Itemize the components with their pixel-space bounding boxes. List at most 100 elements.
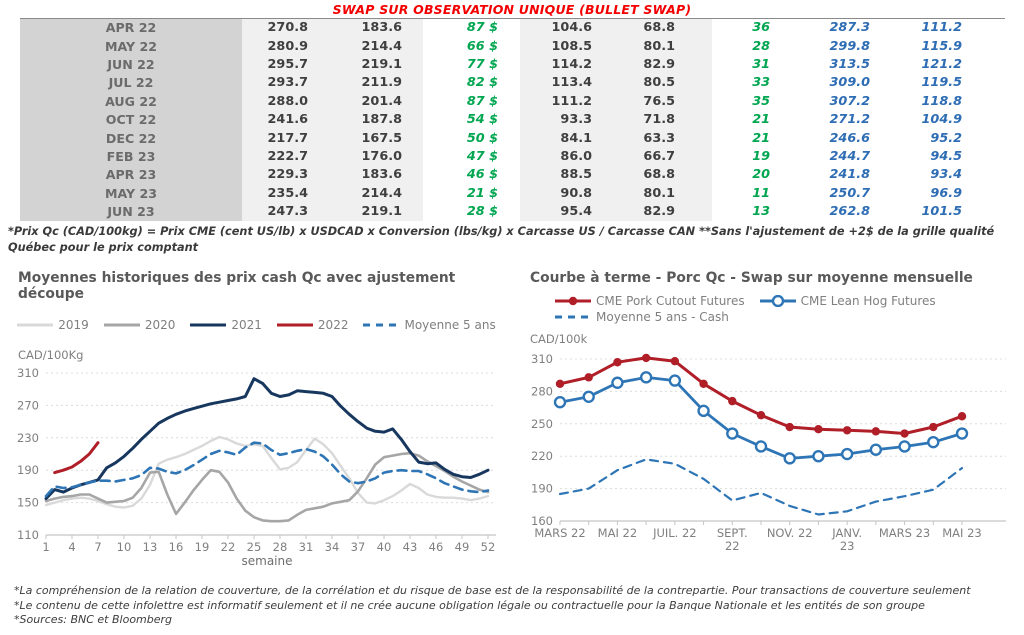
table-row: JUN 22 295.7 219.1 77 $114.2 82.9 31 313.5 121.… (20, 55, 1005, 75)
series-line-moyenne-5-ans (44, 441, 490, 498)
x-tick-label: 1 (42, 540, 49, 554)
table-row: APR 23 229.3 183.6 46 $88.5 68.8 20 241.8 93.4 (20, 166, 1005, 185)
x-tick-label: NOV. 22 (767, 526, 813, 540)
table-cell-value: 82 $ (423, 74, 520, 93)
legend-label: CME Pork Cutout Futures (596, 294, 745, 308)
table-cell-value: 211.9 (328, 74, 423, 93)
table-cell-value: 121.2 (887, 55, 1005, 75)
table-cell-value: 244.7 (787, 147, 887, 167)
left-chart-title: Moyennes historiques des prix cash Qc av… (18, 270, 456, 302)
legend-item-2019: 2019 (16, 318, 89, 332)
legend-item-2022: 2022 (276, 318, 349, 332)
footnote-line: *Sources: BNC et Bloomberg (14, 613, 173, 626)
legend-swatch-icon (190, 323, 227, 327)
table-cell-value: 219.1 (328, 202, 423, 222)
x-tick-label: 49 (455, 540, 470, 554)
table-cell-value: 13 (712, 202, 787, 222)
table-cell-value: 176.0 (328, 147, 423, 167)
table-cell-value: 313.5 (787, 55, 887, 75)
table-cell-value: 76.5 (617, 92, 712, 111)
x-tick-label: SEPT. 22 (717, 526, 748, 553)
table-row: FEB 23 222.7 176.0 47 $86.0 66.7 19 244.7 94.5 (20, 147, 1005, 167)
table-cell-value: 183.6 (328, 166, 423, 185)
legend-label: 2022 (317, 318, 349, 332)
table-cell-value: 93.4 (887, 166, 1005, 185)
legend-swatch-icon (276, 323, 313, 327)
legend-label: 2020 (144, 318, 176, 332)
legend-item-cme-pork-cutout-futures: CME Pork Cutout Futures (554, 294, 745, 308)
table-cell-month: MAY 22 (20, 37, 242, 56)
table-cell-value: 77 $ (423, 55, 520, 75)
table-cell-value: 217.7 (242, 129, 328, 148)
y-tick-label: 220 (531, 449, 553, 463)
table-cell-value: 21 (712, 110, 787, 130)
table-cell-month: AUG 22 (20, 92, 242, 111)
table-cell-month: JUL 22 (20, 74, 242, 93)
table-cell-value: 21 $ (423, 184, 520, 203)
table-row: MAY 23 235.4 214.4 21 $90.8 80.1 11 250.7 96.9 (20, 184, 1005, 203)
right-chart-title: Courbe à terme - Porc Qc - Swap sur moye… (530, 270, 973, 286)
table-cell-value: 187.8 (328, 110, 423, 130)
charts-row: Moyennes historiques des prix cash Qc av… (0, 262, 1024, 583)
table-cell-month: APR 22 (20, 19, 242, 38)
table-cell-value: 115.9 (887, 37, 1005, 56)
report-title: SWAP SUR OBSERVATION UNIQUE (BULLET SWAP… (332, 2, 692, 17)
table-row: OCT 22 241.6 187.8 54 $93.3 71.8 21 271.2 104.9 (20, 110, 1005, 130)
x-tick-label: MAI 23 (942, 526, 981, 540)
table-cell-value: 31 (712, 55, 787, 75)
table-cell-value: 94.5 (887, 147, 1005, 167)
left-chart-plot: 110 150 190 230 270 310 1 4 7 10 13 16 19 22 25 28 31 34 3… (8, 365, 512, 583)
table-cell-value: 288.0 (242, 92, 328, 111)
table-cell-value: 95.4 (520, 202, 617, 222)
table-cell-value: 46 $ (423, 166, 520, 185)
table-cell-value: 68.8 (617, 19, 712, 38)
x-tick-label: 46 (429, 540, 444, 554)
table-cell-value: 71.8 (617, 110, 712, 130)
x-tick-label: 37 (351, 540, 366, 554)
table-cell-month: MAY 23 (20, 184, 242, 203)
x-tick-label: 40 (377, 540, 392, 554)
table-cell-value: 35 (712, 92, 787, 111)
table-cell-value: 108.5 (520, 37, 617, 56)
table-row: JUL 22 293.7 211.9 82 $113.4 80.5 33 309.0 119.… (20, 74, 1005, 93)
table-cell-value: 87 $ (423, 92, 520, 111)
table-cell-month: DEC 22 (20, 129, 242, 148)
table-row: AUG 22 288.0 201.4 87 $111.2 76.5 35 307.2 118.… (20, 92, 1005, 111)
table-cell-value: 250.7 (787, 184, 887, 203)
left-chart-ylabel: CAD/100Kg (18, 348, 84, 362)
right-chart-plot: 160 190 220 250 280 310 MARS 22 MAI 22 JUIL. 22 S… (520, 349, 1024, 567)
table-cell-value: 241.6 (242, 110, 328, 130)
table-cell-value: 222.7 (242, 147, 328, 167)
table-cell-value: 36 (712, 19, 787, 38)
table-row: DEC 22 217.7 167.5 50 $84.1 63.3 21 246.6 95.2 (20, 129, 1005, 148)
table-cell-month: APR 23 (20, 166, 242, 185)
left-chart-legend: 2019 2020 2021 2022 Moyenne 5 ans (0, 302, 512, 348)
table-cell-value: 183.6 (328, 19, 423, 38)
table-cell-value: 104.9 (887, 110, 1005, 130)
table-row: APR 22 270.8 183.6 87 $104.6 68.8 36 287.3 111.… (20, 19, 1005, 38)
x-tick-label: MAI 22 (598, 526, 637, 540)
table-cell-value: 229.3 (242, 166, 328, 185)
right-chart-ylabel: CAD/100k (530, 332, 588, 346)
y-tick-label: 190 (17, 463, 39, 477)
x-axis-title: semaine (242, 554, 293, 568)
table-cell-value: 101.5 (887, 202, 1005, 222)
table-cell-value: 28 $ (423, 202, 520, 222)
table-cell-value: 201.4 (328, 92, 423, 111)
legend-item-cme-lean-hog-futures: CME Lean Hog Futures (759, 294, 936, 308)
table-cell-value: 119.5 (887, 74, 1005, 93)
right-chart-legend: CME Pork Cutout Futures CME Lean Hog Futu… (554, 286, 994, 332)
table-cell-value: 87 $ (423, 19, 520, 38)
right-chart-section: Courbe à terme - Porc Qc - Swap sur moye… (512, 262, 1024, 583)
x-tick-label: 43 (403, 540, 418, 554)
table-cell-value: 214.4 (328, 37, 423, 56)
x-tick-label: 25 (247, 540, 262, 554)
table-cell-value: 111.2 (520, 92, 617, 111)
table-cell-value: 104.6 (520, 19, 617, 38)
y-tick-label: 280 (531, 384, 553, 398)
series-line-2020 (44, 451, 490, 523)
table-cell-value: 299.8 (787, 37, 887, 56)
table-cell-value: 214.4 (328, 184, 423, 203)
x-tick-label: 16 (169, 540, 184, 554)
legend-label: Moyenne 5 ans (404, 318, 496, 332)
